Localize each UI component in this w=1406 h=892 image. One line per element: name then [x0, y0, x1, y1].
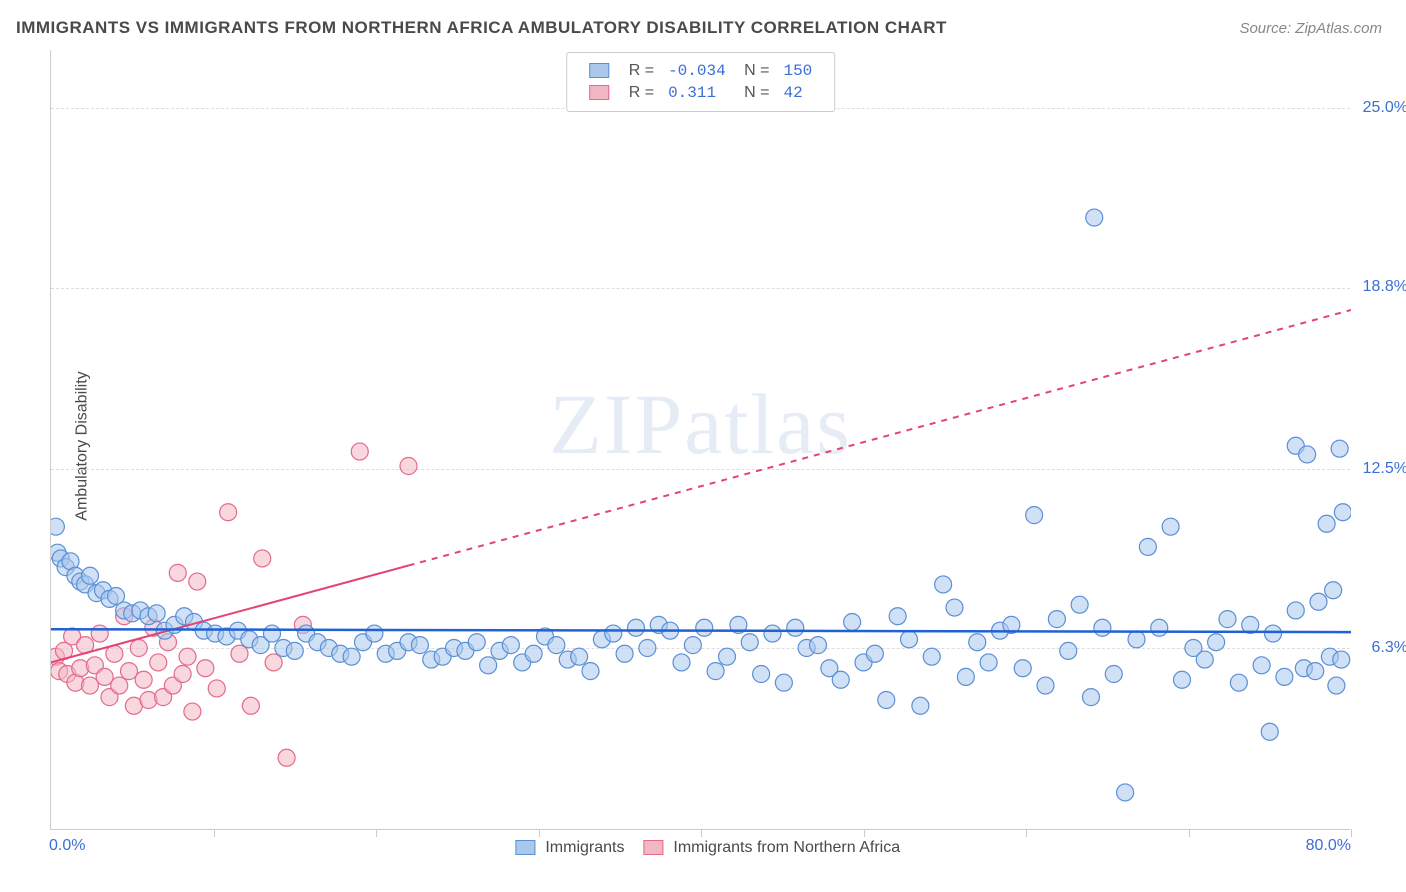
- legend-row-north-africa: R = 0.311 N = 42: [583, 83, 819, 103]
- r-value-immigrants: -0.034: [662, 61, 732, 81]
- correlation-legend: R = -0.034 N = 150 R = 0.311 N = 42: [566, 52, 836, 112]
- series-legend: Immigrants Immigrants from Northern Afri…: [501, 839, 900, 857]
- y-tick-label: 12.5%: [1363, 460, 1406, 478]
- swatch-immigrants-bottom: [515, 840, 535, 855]
- n-value-immigrants: 150: [777, 61, 818, 81]
- trend-lines-layer: [51, 50, 1351, 830]
- swatch-north-africa: [589, 85, 609, 100]
- x-tick-label: 80.0%: [1306, 837, 1351, 855]
- x-tick-label: 0.0%: [49, 837, 85, 855]
- y-tick-label: 6.3%: [1372, 639, 1406, 657]
- source-attribution: Source: ZipAtlas.com: [1239, 20, 1382, 37]
- swatch-north-africa-bottom: [643, 840, 663, 855]
- y-tick-label: 25.0%: [1363, 99, 1406, 117]
- legend-row-immigrants: R = -0.034 N = 150: [583, 61, 819, 81]
- y-tick-label: 18.8%: [1363, 278, 1406, 296]
- scatter-plot-area: ZIPatlas 25.0%18.8%12.5%6.3% 0.0%80.0% R…: [50, 50, 1350, 830]
- swatch-immigrants: [589, 63, 609, 78]
- legend-label-immigrants: Immigrants: [545, 839, 624, 856]
- n-value-north-africa: 42: [777, 83, 818, 103]
- legend-label-north-africa: Immigrants from Northern Africa: [673, 839, 900, 856]
- chart-title: IMMIGRANTS VS IMMIGRANTS FROM NORTHERN A…: [16, 18, 947, 38]
- r-value-north-africa: 0.311: [662, 83, 732, 103]
